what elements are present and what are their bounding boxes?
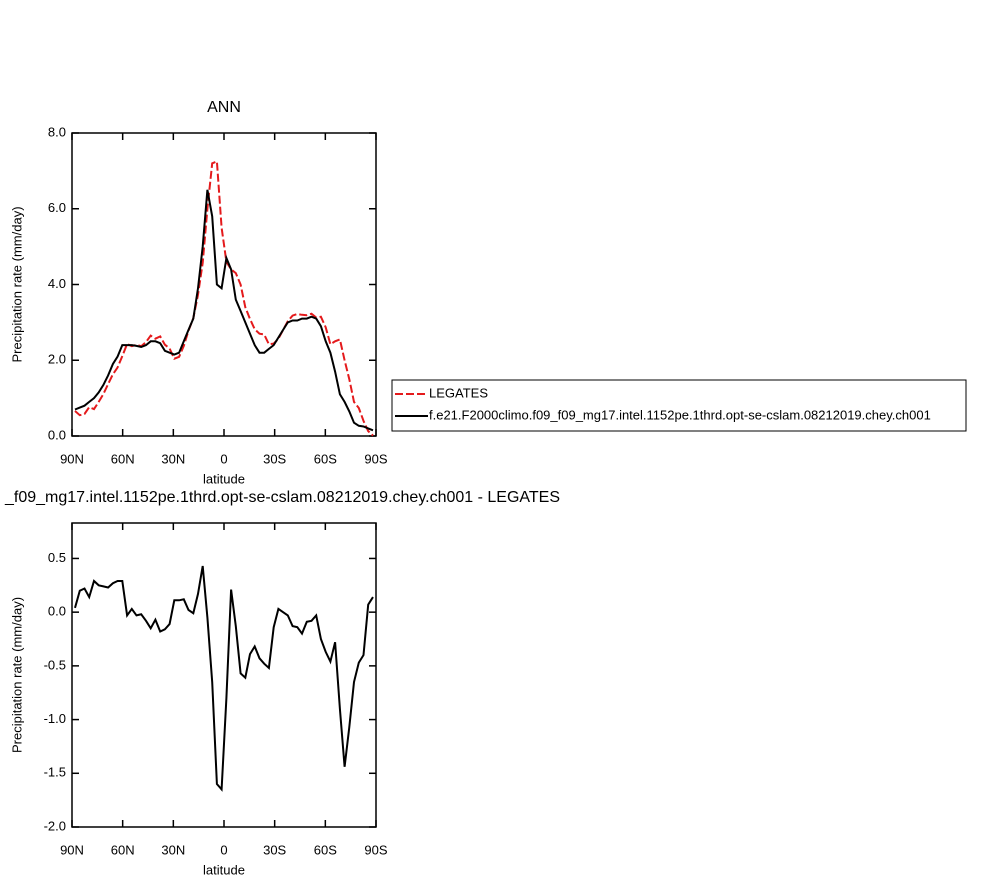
x-tick-label: 0 xyxy=(220,451,227,466)
x-tick-label: 60N xyxy=(111,842,135,857)
y-axis-label: Precipitation rate (mm/day) xyxy=(9,597,24,753)
x-tick-label: 30S xyxy=(263,842,286,857)
chart-title: _f09_mg17.intel.1152pe.1thrd.opt-se-csla… xyxy=(4,489,560,506)
x-tick-label: 90N xyxy=(60,451,84,466)
y-axis-label: Precipitation rate (mm/day) xyxy=(9,206,24,362)
y-tick-label: 8.0 xyxy=(48,124,66,139)
y-tick-label: 0.5 xyxy=(48,550,66,565)
y-tick-label: 0.0 xyxy=(48,604,66,619)
legend-label: f.e21.F2000climo.f09_f09_mg17.intel.1152… xyxy=(429,407,931,422)
y-tick-label: 4.0 xyxy=(48,276,66,291)
x-tick-label: 90N xyxy=(60,842,84,857)
x-tick-label: 30S xyxy=(263,451,286,466)
y-tick-label: -0.5 xyxy=(44,657,66,672)
plot-frame xyxy=(71,132,377,437)
x-tick-label: 90S xyxy=(364,451,387,466)
x-tick-label: 90S xyxy=(364,842,387,857)
x-tick-label: 30N xyxy=(161,451,185,466)
plot-frame xyxy=(71,522,377,828)
y-tick-label: 6.0 xyxy=(48,200,66,215)
x-tick-label: 60S xyxy=(314,842,337,857)
data-line xyxy=(74,565,374,792)
data-line xyxy=(74,189,374,432)
y-tick-label: -1.5 xyxy=(44,765,66,780)
legend-label: LEGATES xyxy=(429,385,488,400)
data-line xyxy=(74,159,374,437)
x-axis-label: latitude xyxy=(203,471,245,486)
x-axis-label: latitude xyxy=(203,862,245,877)
y-tick-label: -1.0 xyxy=(44,711,66,726)
x-tick-label: 60S xyxy=(314,451,337,466)
y-tick-label: 2.0 xyxy=(48,352,66,367)
y-tick-label: 0.0 xyxy=(48,427,66,442)
chart-title: ANN xyxy=(207,99,241,116)
y-tick-label: -2.0 xyxy=(44,818,66,833)
x-tick-label: 0 xyxy=(220,842,227,857)
x-tick-label: 60N xyxy=(111,451,135,466)
x-tick-label: 30N xyxy=(161,842,185,857)
legend-box xyxy=(391,379,967,432)
